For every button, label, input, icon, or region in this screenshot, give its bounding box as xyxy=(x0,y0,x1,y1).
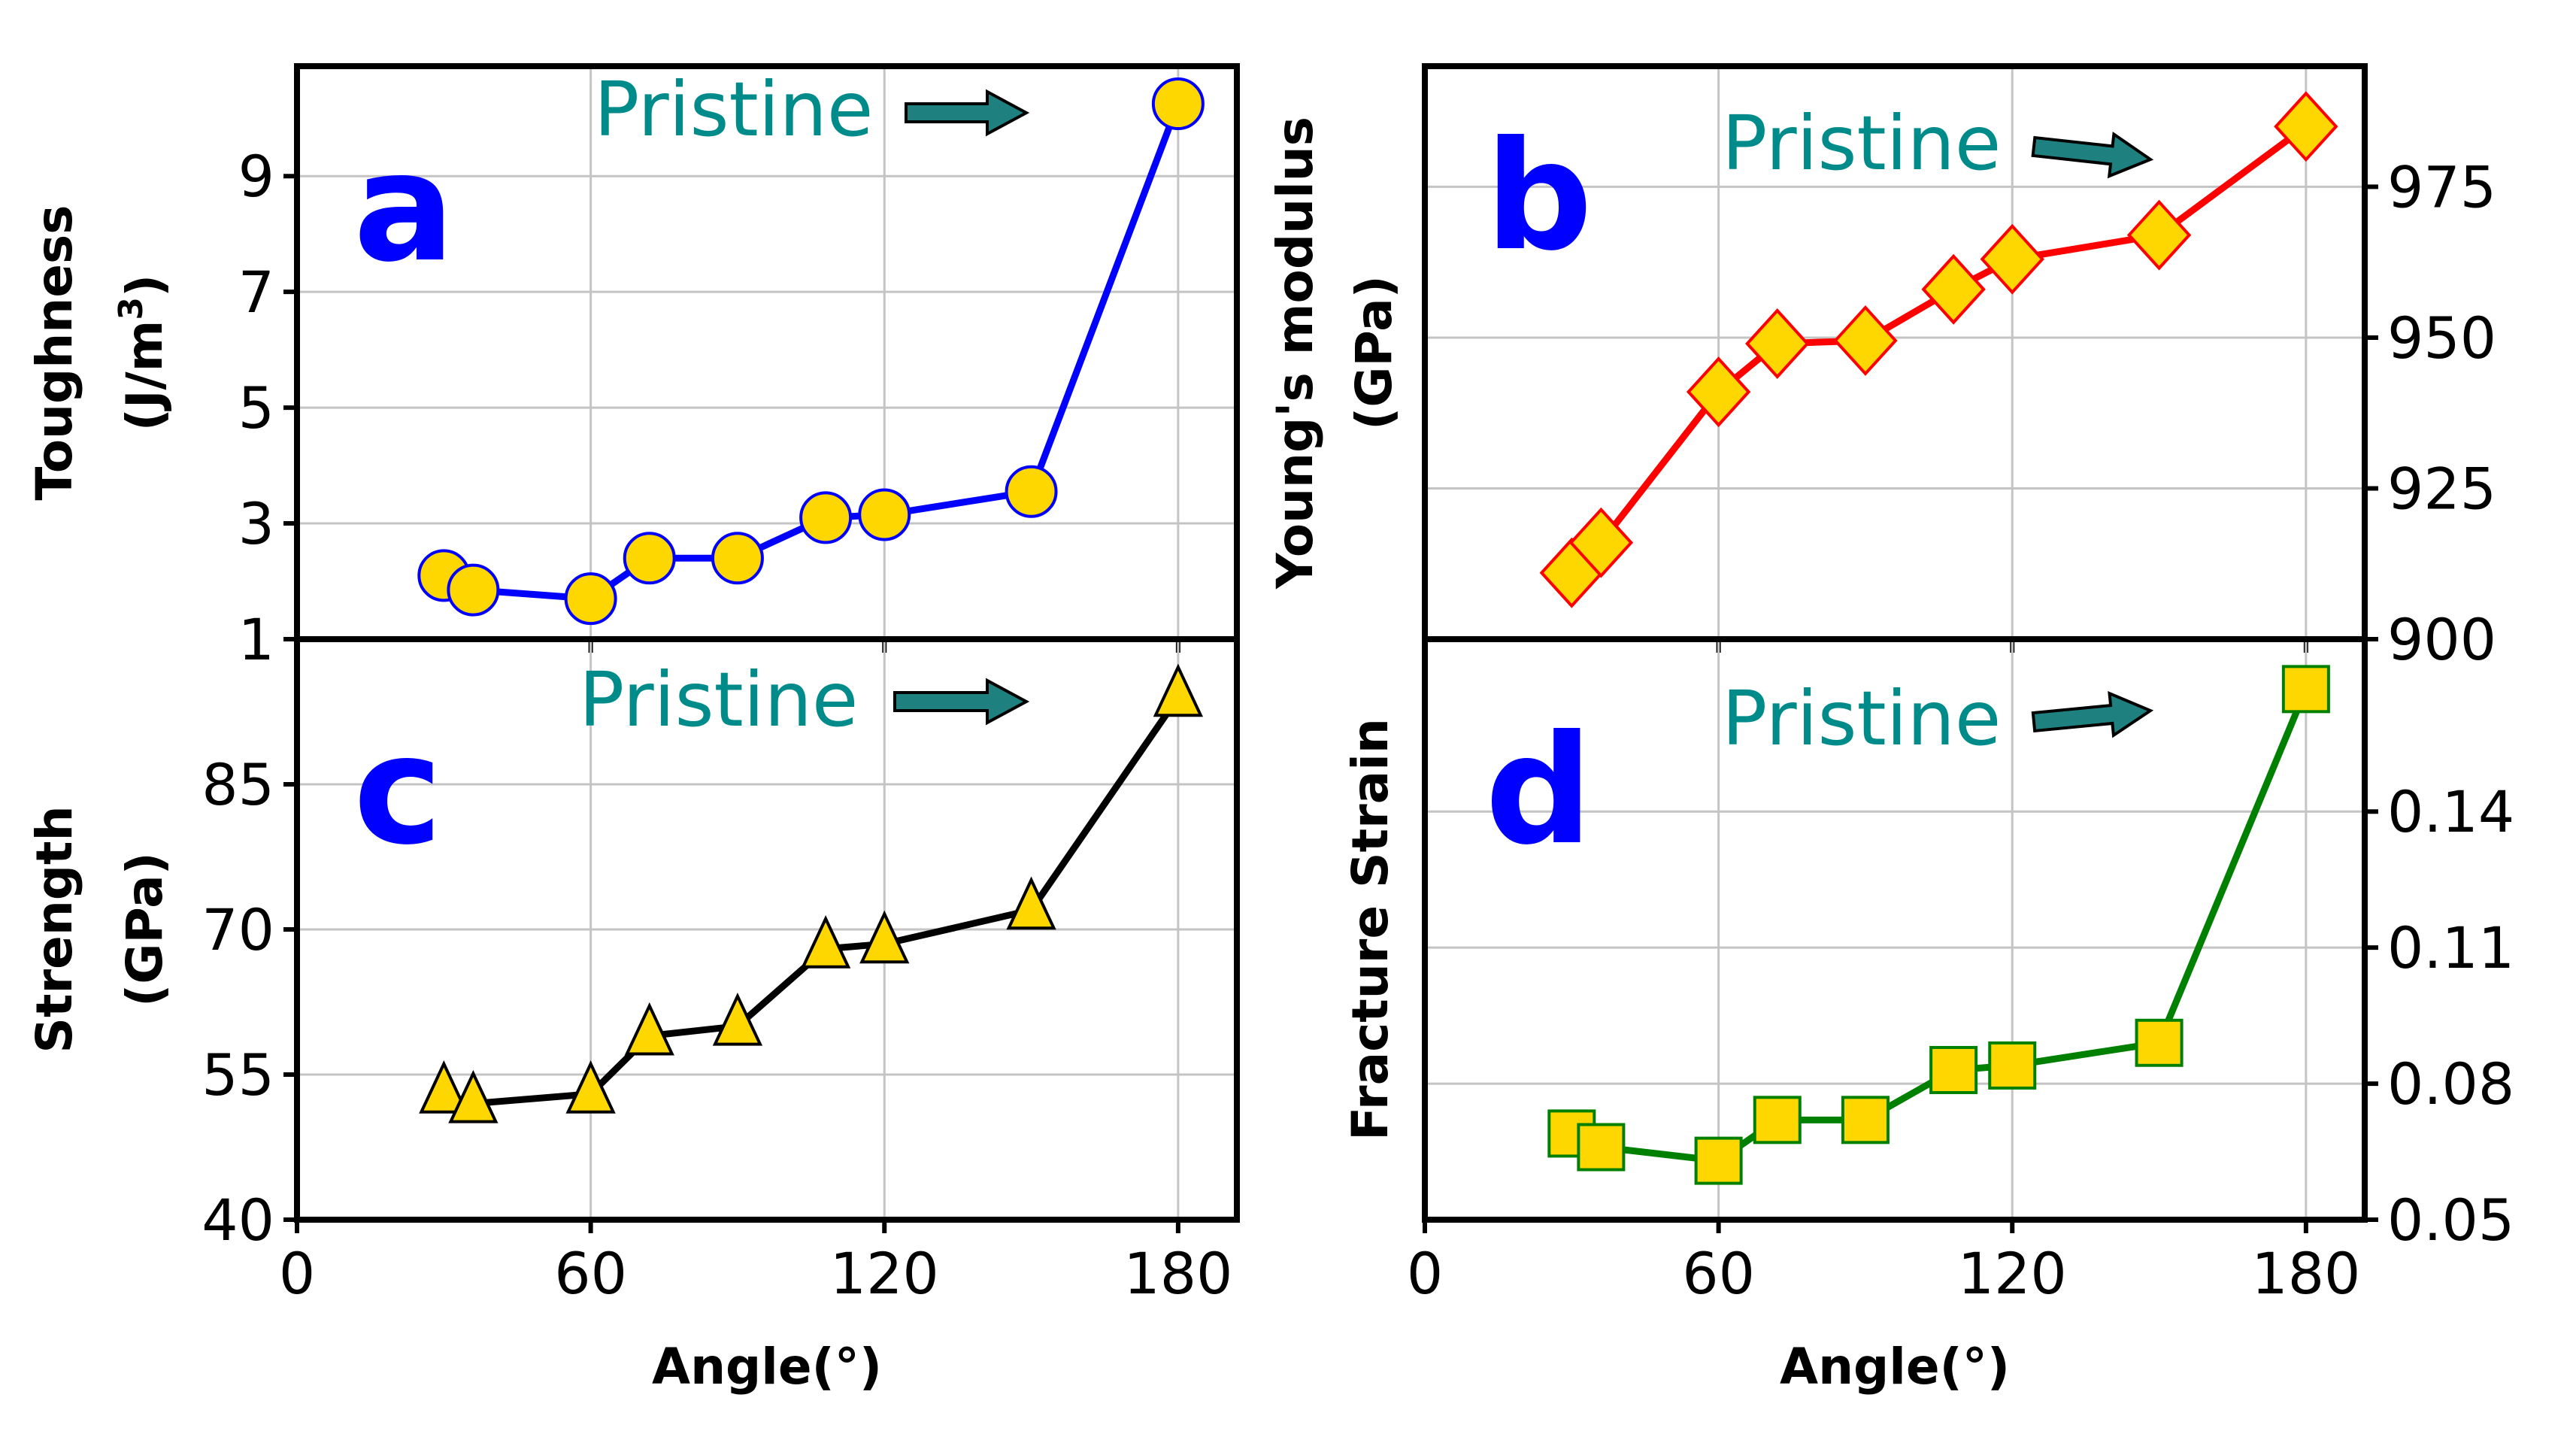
data-point xyxy=(1988,1041,2037,1090)
x-axis-title: Angle(°) xyxy=(652,1338,882,1396)
data-point xyxy=(419,1060,469,1114)
data-point xyxy=(447,563,500,617)
data-point xyxy=(623,532,676,585)
data-point xyxy=(1833,305,1898,376)
data-point xyxy=(624,1002,674,1056)
series-line xyxy=(1569,123,2308,575)
y-tick-label: 55 xyxy=(202,1041,274,1108)
data-point xyxy=(1745,308,1810,379)
x-tick-label: 60 xyxy=(1682,1240,1755,1307)
pristine-annotation: Pristine xyxy=(594,65,873,153)
panel-letter: d xyxy=(1485,703,1593,878)
panel-letter: a xyxy=(353,120,455,296)
data-point xyxy=(2126,199,2192,271)
y-axis-title: Young's modulus xyxy=(1266,117,1324,590)
data-point xyxy=(711,532,764,585)
y-tick-label: 85 xyxy=(202,751,274,818)
data-point xyxy=(799,491,853,544)
y-tick-label: 7 xyxy=(238,259,274,326)
data-point xyxy=(1151,77,1205,131)
x-tick-label: 180 xyxy=(2251,1240,2360,1307)
y-tick-label: 70 xyxy=(202,896,274,963)
y-tick-label: 975 xyxy=(2387,153,2496,220)
y-axis-unit-text: (GPa) xyxy=(1345,275,1403,430)
x-tick-label: 120 xyxy=(1958,1240,2067,1307)
y-tick-label: 40 xyxy=(202,1187,274,1254)
y-axis-unit: (GPa) xyxy=(1345,275,1403,430)
x-tick-label: 0 xyxy=(279,1240,315,1307)
y-tick-label: 0.14 xyxy=(2387,778,2514,845)
data-point xyxy=(1694,1136,1743,1185)
data-point xyxy=(1753,1096,1802,1144)
pristine-arrow-icon xyxy=(2031,131,2154,179)
y-tick-label: 925 xyxy=(2387,455,2496,522)
data-point xyxy=(1980,223,2044,295)
y-axis-unit-superscript: 3 xyxy=(112,297,150,320)
y-tick-label: 900 xyxy=(2387,606,2496,673)
pristine-annotation: Pristine xyxy=(579,656,858,744)
y-axis-unit-close: ) xyxy=(116,274,174,297)
x-tick-label: 120 xyxy=(830,1240,939,1307)
x-tick-label: 0 xyxy=(1407,1240,1443,1307)
panel-letter: b xyxy=(1485,109,1593,284)
data-point xyxy=(1841,1096,1890,1144)
data-point xyxy=(1921,253,1986,325)
data-point xyxy=(1686,356,1751,428)
data-point xyxy=(1929,1045,1978,1094)
data-point xyxy=(1577,1123,1626,1172)
y-axis-unit: (J/m3) xyxy=(112,274,174,431)
y-tick-label: 0.08 xyxy=(2387,1051,2514,1117)
data-point xyxy=(1153,663,1204,717)
y-axis-title: Fracture Strain xyxy=(1341,718,1399,1141)
pristine-annotation: Pristine xyxy=(1722,99,2001,187)
panel-c-strength: 40 55 70 85 0 60 120 180 Angle(°) Strength (GPa) c P… xyxy=(26,636,1240,1396)
data-point xyxy=(1006,876,1056,930)
panel-b-youngs-modulus: 900 925 950 975 Young's modulus (GPa) b Pristin… xyxy=(1266,63,2496,673)
x-axis-title: Angle(°) xyxy=(1780,1338,2010,1396)
data-point xyxy=(564,572,617,626)
data-point xyxy=(858,488,911,541)
y-axis-title: Strength xyxy=(26,805,83,1053)
data-point xyxy=(800,915,851,969)
panel-d-fracture-strain: 0.05 0.08 0.11 0.14 0 60 120 180 Angle(°) Fractur… xyxy=(1341,636,2514,1396)
pristine-arrow-icon xyxy=(893,678,1030,726)
data-point xyxy=(859,910,910,964)
panel-letter: c xyxy=(353,703,443,878)
pristine-arrow-icon xyxy=(905,89,1030,137)
y-axis-unit: (GPa) xyxy=(116,852,174,1007)
data-point xyxy=(565,1060,616,1114)
y-axis-unit-text: (J/m xyxy=(116,320,174,432)
pristine-annotation: Pristine xyxy=(1722,675,2001,762)
data-point xyxy=(2274,91,2338,162)
y-tick-label: 3 xyxy=(238,490,274,557)
data-point xyxy=(2281,665,2330,714)
y-tick-label: 5 xyxy=(238,374,274,441)
y-tick-label: 1 xyxy=(238,606,274,673)
data-point xyxy=(1005,465,1058,518)
y-tick-label: 0.05 xyxy=(2387,1187,2514,1254)
y-tick-label: 9 xyxy=(238,143,274,210)
data-point xyxy=(712,992,763,1046)
y-tick-label: 0.11 xyxy=(2387,914,2514,981)
pristine-arrow-icon xyxy=(2031,690,2154,738)
y-tick-label: 950 xyxy=(2387,305,2496,371)
data-point xyxy=(448,1069,499,1123)
series-line xyxy=(442,695,1181,1108)
data-point xyxy=(2135,1018,2184,1067)
plot-frame xyxy=(1422,636,2368,1223)
y-axis-title: Toughness xyxy=(26,205,83,500)
data-point xyxy=(1568,507,1634,578)
x-tick-label: 60 xyxy=(554,1240,627,1307)
x-tick-label: 180 xyxy=(1123,1240,1232,1307)
y-axis-unit-text: (GPa) xyxy=(116,852,174,1007)
